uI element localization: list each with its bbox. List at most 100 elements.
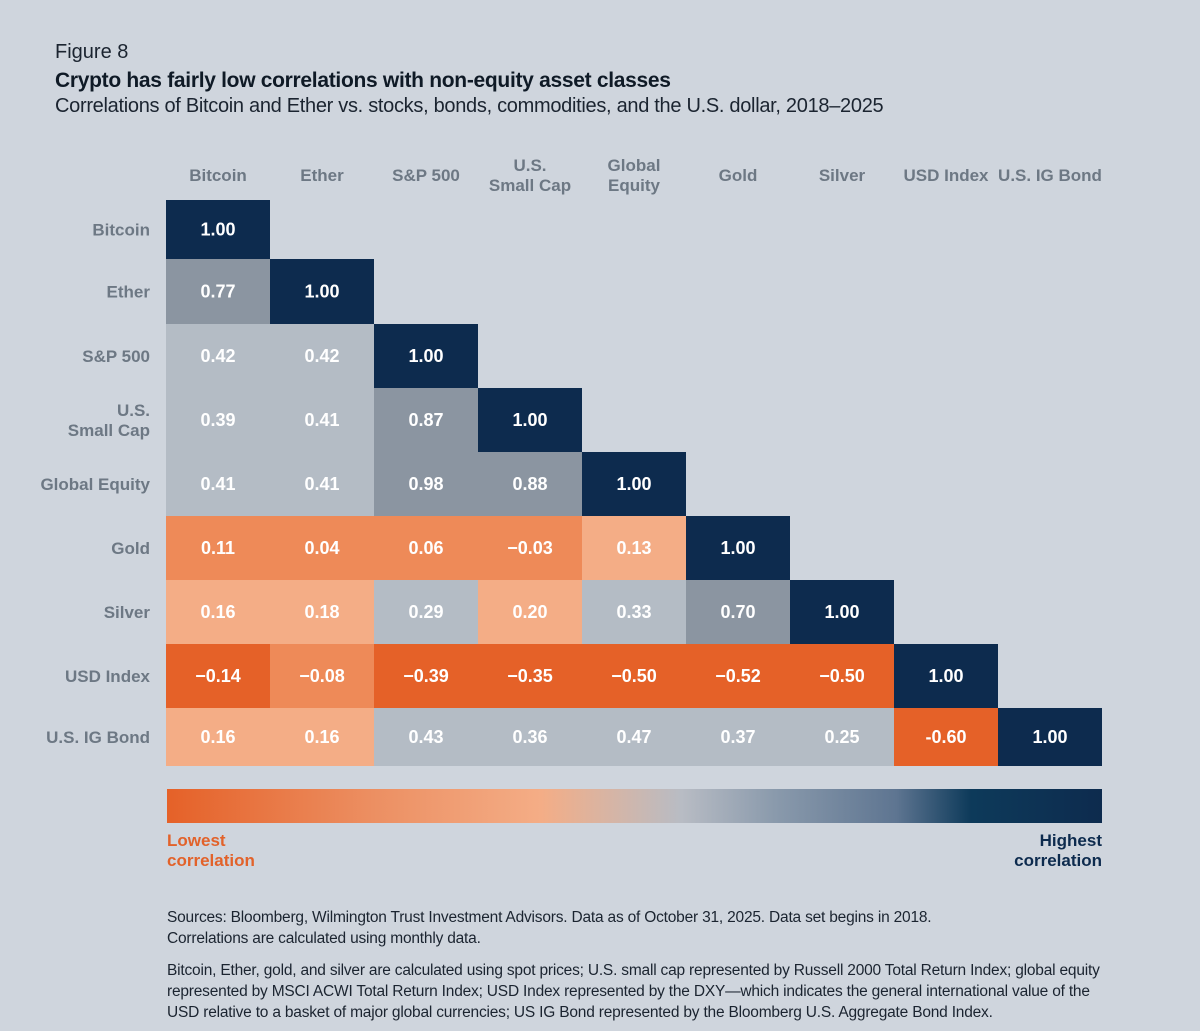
cell-value-label: −0.03: [507, 538, 553, 558]
heatmap-cell: [166, 259, 270, 324]
cell-value-label: 0.18: [304, 602, 339, 622]
heatmap-cell: [686, 644, 790, 708]
cell-value-label: 0.16: [200, 602, 235, 622]
cell-value-label: 1.00: [1032, 727, 1067, 747]
heatmap-cell: [166, 324, 270, 388]
heatmap-cell: [166, 452, 270, 516]
heatmap-cell: [478, 644, 582, 708]
heatmap-cell: [270, 516, 374, 580]
heatmap-cell: [790, 580, 894, 644]
cell-value-label: -0.60: [925, 727, 966, 747]
heatmap-cell: [166, 200, 270, 259]
heatmap-cell: [998, 708, 1102, 766]
cell-value-label: 0.11: [201, 538, 235, 558]
legend-high-label: Highest correlation: [902, 831, 1102, 871]
cell-value-label: 0.42: [304, 346, 339, 366]
heatmap-cell: [374, 580, 478, 644]
cell-value-label: −0.52: [715, 666, 761, 686]
heatmap-cell: [478, 516, 582, 580]
heatmap-cell: [374, 452, 478, 516]
heatmap-cell: [270, 580, 374, 644]
sources-text: Sources: Bloomberg, Wilmington Trust Inv…: [167, 907, 1107, 949]
heatmap-cell: [478, 708, 582, 766]
heatmap-cell: [894, 708, 998, 766]
heatmap-cell: [270, 259, 374, 324]
legend-gradient-bar: [167, 789, 1102, 823]
heatmap-cell: [270, 388, 374, 452]
heatmap-cell: [374, 708, 478, 766]
cell-value-label: −0.35: [507, 666, 553, 686]
heatmap-cell: [374, 644, 478, 708]
row-label-u-s-ig-bond: U.S. IG Bond: [46, 728, 150, 747]
row-label-gold: Gold: [111, 539, 150, 558]
col-label-u-s-small-cap: U.S. Small Cap: [489, 156, 571, 195]
row-label-silver: Silver: [104, 603, 151, 622]
row-label-u-s-small-cap: U.S. Small Cap: [68, 401, 150, 440]
cell-value-label: 1.00: [720, 538, 755, 558]
cell-value-label: 0.47: [616, 727, 651, 747]
cell-value-label: 1.00: [616, 474, 651, 494]
heatmap-cell: [582, 452, 686, 516]
sources-line1: Sources: Bloomberg, Wilmington Trust Inv…: [167, 909, 932, 926]
correlation-heatmap: Bitcoin Ether S&P 500 U.S. Small Cap Global Eq…: [40, 156, 1102, 766]
cell-value-label: 0.04: [304, 538, 339, 558]
cell-value-label: 0.36: [512, 727, 547, 747]
heatmap-cell: [270, 644, 374, 708]
cell-value-label: 0.41: [304, 410, 339, 430]
heatmap-cell: [374, 324, 478, 388]
col-label-gold: Gold: [719, 166, 758, 185]
legend-high-line2: correlation: [1014, 851, 1102, 870]
figure-label: Figure 8: [55, 41, 129, 63]
cell-value-label: 0.87: [408, 410, 443, 430]
legend-low-label: Lowest correlation: [167, 831, 367, 871]
cell-value-label: 1.00: [408, 346, 443, 366]
heatmap-cell: [686, 516, 790, 580]
cell-value-label: −0.50: [819, 666, 865, 686]
cell-value-label: 0.88: [512, 474, 547, 494]
cell-value-label: 1.00: [512, 410, 547, 430]
col-label-bitcoin: Bitcoin: [189, 166, 247, 185]
row-label-ether: Ether: [107, 283, 151, 302]
heatmap-cell: [790, 708, 894, 766]
cell-value-label: −0.50: [611, 666, 657, 686]
col-label-sandp-500: S&P 500: [392, 166, 460, 185]
heatmap-cell: [166, 708, 270, 766]
legend-low-line2: correlation: [167, 851, 255, 870]
heatmap-cell: [478, 580, 582, 644]
cell-value-label: 0.13: [616, 538, 651, 558]
cell-value-label: 0.16: [304, 727, 339, 747]
chart-title: Crypto has fairly low correlations with …: [55, 69, 671, 92]
cell-value-label: 0.37: [720, 727, 755, 747]
heatmap-cell: [166, 516, 270, 580]
cell-value-label: 0.16: [200, 727, 235, 747]
cell-value-label: 0.42: [200, 346, 235, 366]
cell-value-label: 0.98: [408, 474, 443, 494]
cell-value-label: −0.08: [299, 666, 345, 686]
heatmap-cell: [686, 580, 790, 644]
cell-value-label: 0.33: [616, 602, 651, 622]
heatmap-cell: [270, 708, 374, 766]
heatmap-cell: [582, 708, 686, 766]
heatmap-cell: [894, 644, 998, 708]
cell-value-label: −0.14: [195, 666, 241, 686]
heatmap-cell: [686, 708, 790, 766]
col-label-global-equity: Global Equity: [608, 156, 661, 195]
heatmap-cell: [478, 452, 582, 516]
heatmap-cell: [374, 516, 478, 580]
col-label-usd-index: USD Index: [903, 166, 989, 185]
methodology-note: Bitcoin, Ether, gold, and silver are cal…: [167, 962, 1100, 1021]
heatmap-cell: [478, 388, 582, 452]
chart-subtitle: Correlations of Bitcoin and Ether vs. st…: [55, 95, 884, 117]
cell-value-label: 1.00: [304, 282, 339, 302]
cell-value-label: 1.00: [928, 666, 963, 686]
legend-high-line1: Highest: [1039, 831, 1102, 850]
row-label-global-equity: Global Equity: [40, 475, 150, 494]
cell-value-label: 0.39: [200, 410, 235, 430]
heatmap-cell: [582, 580, 686, 644]
cell-value-label: 1.00: [200, 220, 235, 240]
sources-line2: Correlations are calculated using monthl…: [167, 930, 481, 947]
col-label-u-s-ig-bond: U.S. IG Bond: [998, 166, 1102, 185]
heatmap-cell: [166, 644, 270, 708]
cell-value-label: 0.06: [408, 538, 443, 558]
heatmap-cell: [166, 388, 270, 452]
